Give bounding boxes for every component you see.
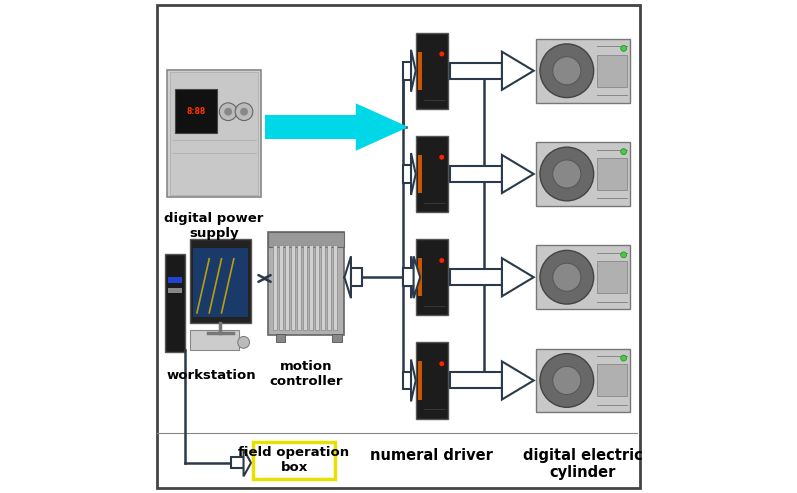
Circle shape: [439, 361, 444, 366]
Circle shape: [219, 103, 237, 121]
Bar: [536, 39, 630, 103]
Bar: [285, 246, 289, 330]
Bar: [418, 361, 422, 399]
Polygon shape: [244, 449, 251, 476]
Bar: [291, 246, 295, 330]
Circle shape: [553, 160, 581, 188]
Bar: [332, 334, 342, 342]
Bar: [190, 239, 251, 323]
Bar: [403, 372, 411, 389]
Bar: [536, 349, 630, 413]
Bar: [416, 33, 448, 109]
Text: field operation
box: field operation box: [238, 446, 350, 474]
Circle shape: [439, 52, 444, 56]
Bar: [418, 155, 422, 193]
Text: workstation: workstation: [167, 369, 257, 383]
Circle shape: [553, 366, 581, 394]
Bar: [403, 268, 414, 286]
Bar: [597, 261, 627, 293]
Bar: [321, 246, 325, 330]
Circle shape: [224, 108, 232, 116]
Bar: [304, 246, 307, 330]
Bar: [165, 254, 185, 352]
Bar: [416, 239, 448, 316]
Bar: [168, 288, 182, 293]
Bar: [328, 246, 332, 330]
Circle shape: [621, 149, 626, 155]
Bar: [597, 55, 627, 87]
Bar: [450, 269, 502, 285]
Bar: [309, 246, 313, 330]
Polygon shape: [357, 105, 406, 149]
Polygon shape: [414, 256, 420, 298]
Polygon shape: [411, 359, 416, 401]
Polygon shape: [411, 50, 416, 92]
Bar: [450, 166, 502, 182]
Polygon shape: [411, 153, 416, 195]
Bar: [351, 268, 362, 286]
Circle shape: [439, 155, 444, 160]
Polygon shape: [502, 52, 534, 90]
Bar: [333, 246, 337, 330]
Circle shape: [621, 355, 626, 361]
Bar: [536, 142, 630, 206]
Bar: [193, 248, 248, 317]
Bar: [418, 52, 422, 90]
FancyBboxPatch shape: [157, 4, 640, 489]
Bar: [418, 258, 422, 296]
Polygon shape: [502, 361, 534, 399]
Bar: [450, 63, 502, 79]
Bar: [279, 246, 283, 330]
Circle shape: [235, 103, 253, 121]
Bar: [536, 246, 630, 309]
Polygon shape: [502, 258, 534, 296]
Bar: [403, 165, 411, 183]
Text: 8:88: 8:88: [186, 106, 206, 115]
Bar: [597, 158, 627, 190]
Bar: [269, 232, 344, 247]
Polygon shape: [344, 256, 351, 298]
Bar: [597, 364, 627, 396]
Text: digital power
supply: digital power supply: [164, 212, 264, 240]
Bar: [170, 72, 258, 195]
Circle shape: [240, 108, 248, 116]
Circle shape: [540, 250, 594, 304]
Bar: [269, 232, 344, 335]
Circle shape: [540, 353, 594, 407]
Bar: [190, 330, 239, 350]
Circle shape: [540, 147, 594, 201]
FancyBboxPatch shape: [253, 442, 335, 479]
Bar: [450, 373, 502, 388]
Circle shape: [540, 44, 594, 98]
Bar: [265, 116, 357, 138]
Bar: [297, 246, 301, 330]
Polygon shape: [411, 256, 416, 298]
Circle shape: [553, 57, 581, 85]
Bar: [175, 89, 217, 134]
Bar: [416, 342, 448, 419]
Circle shape: [621, 45, 626, 51]
Bar: [276, 334, 285, 342]
Text: motion
controller: motion controller: [269, 359, 343, 387]
Circle shape: [238, 336, 249, 348]
Text: digital electric
cylinder: digital electric cylinder: [523, 448, 642, 481]
Bar: [416, 136, 448, 212]
Text: numeral driver: numeral driver: [371, 448, 493, 463]
Bar: [403, 268, 411, 286]
Bar: [231, 457, 244, 468]
Bar: [403, 62, 411, 79]
Bar: [273, 246, 277, 330]
Circle shape: [621, 252, 626, 258]
Bar: [168, 278, 182, 283]
Bar: [316, 246, 320, 330]
Bar: [167, 70, 261, 197]
Circle shape: [439, 258, 444, 263]
Polygon shape: [502, 155, 534, 193]
Circle shape: [553, 263, 581, 291]
